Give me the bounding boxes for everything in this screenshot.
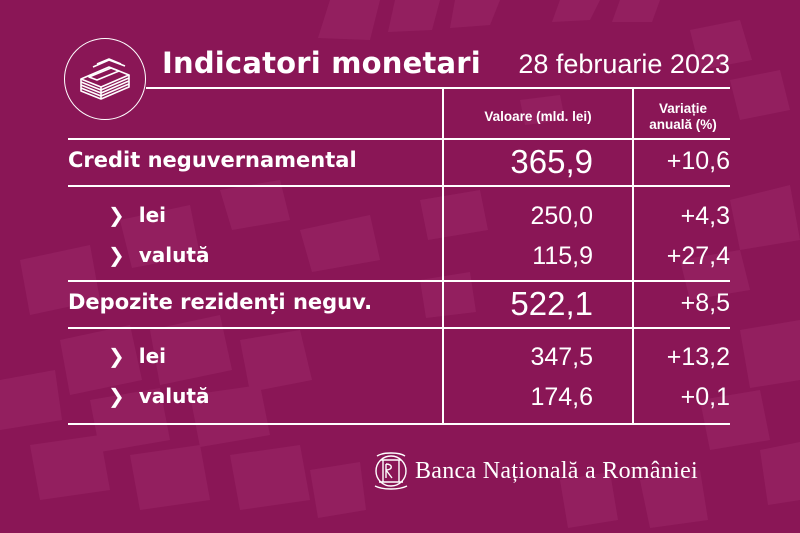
chevron-right-icon: ❯: [108, 243, 125, 267]
row-value-depozite-lei: 347,5: [530, 343, 593, 371]
column-header-variation-line1: Variație: [658, 101, 708, 116]
row-value-credit: 365,9: [510, 143, 593, 180]
column-header-value: Valoare (mld. lei): [484, 109, 592, 124]
column-divider-left: [442, 87, 444, 424]
row-divider: [68, 185, 730, 187]
chevron-right-icon: ❯: [108, 384, 125, 408]
column-header-variation: Variație anuală (%): [636, 101, 730, 133]
column-divider-right: [632, 87, 634, 424]
row-divider: [68, 327, 730, 329]
column-header-variation-line2: anuală (%): [649, 117, 717, 132]
row-label-text: valută: [138, 243, 210, 267]
row-variation-depozite: +8,5: [680, 289, 730, 317]
page-title: Indicatori monetari: [162, 46, 481, 80]
row-value-depozite-valuta: 174,6: [530, 383, 593, 411]
row-label-text: lei: [138, 203, 167, 227]
row-label-credit-lei: ❯ lei: [108, 203, 166, 227]
chevron-right-icon: ❯: [108, 344, 125, 368]
row-variation-credit: +10,6: [666, 147, 730, 175]
row-variation-depozite-lei: +13,2: [666, 343, 730, 371]
row-variation-depozite-valuta: +0,1: [680, 383, 730, 411]
bnr-monogram-icon: [374, 452, 408, 490]
row-label-credit: Credit neguvernamental: [68, 148, 357, 172]
row-value-credit-valuta: 115,9: [532, 242, 593, 270]
row-label-depozite-valuta: ❯ valută: [108, 384, 209, 408]
logo-badge: [64, 38, 146, 120]
row-variation-credit-valuta: +27,4: [666, 242, 730, 270]
row-label-depozite: Depozite rezidenți neguv.: [68, 290, 373, 314]
report-date: 28 februarie 2023: [518, 49, 730, 79]
money-stack-icon: [80, 58, 130, 100]
row-label-credit-valuta: ❯ valută: [108, 243, 209, 267]
row-value-credit-lei: 250,0: [530, 202, 593, 230]
row-label-depozite-lei: ❯ lei: [108, 344, 166, 368]
row-label-text: valută: [138, 384, 210, 408]
table-bottom-divider: [68, 423, 730, 425]
row-divider: [68, 280, 730, 282]
row-value-depozite: 522,1: [510, 285, 593, 322]
row-label-text: lei: [138, 344, 167, 368]
row-variation-credit-lei: +4,3: [680, 202, 730, 230]
bank-name: Banca Națională a României: [415, 458, 699, 484]
row-divider: [68, 138, 730, 140]
chevron-right-icon: ❯: [108, 203, 125, 227]
header-divider: [146, 87, 730, 89]
